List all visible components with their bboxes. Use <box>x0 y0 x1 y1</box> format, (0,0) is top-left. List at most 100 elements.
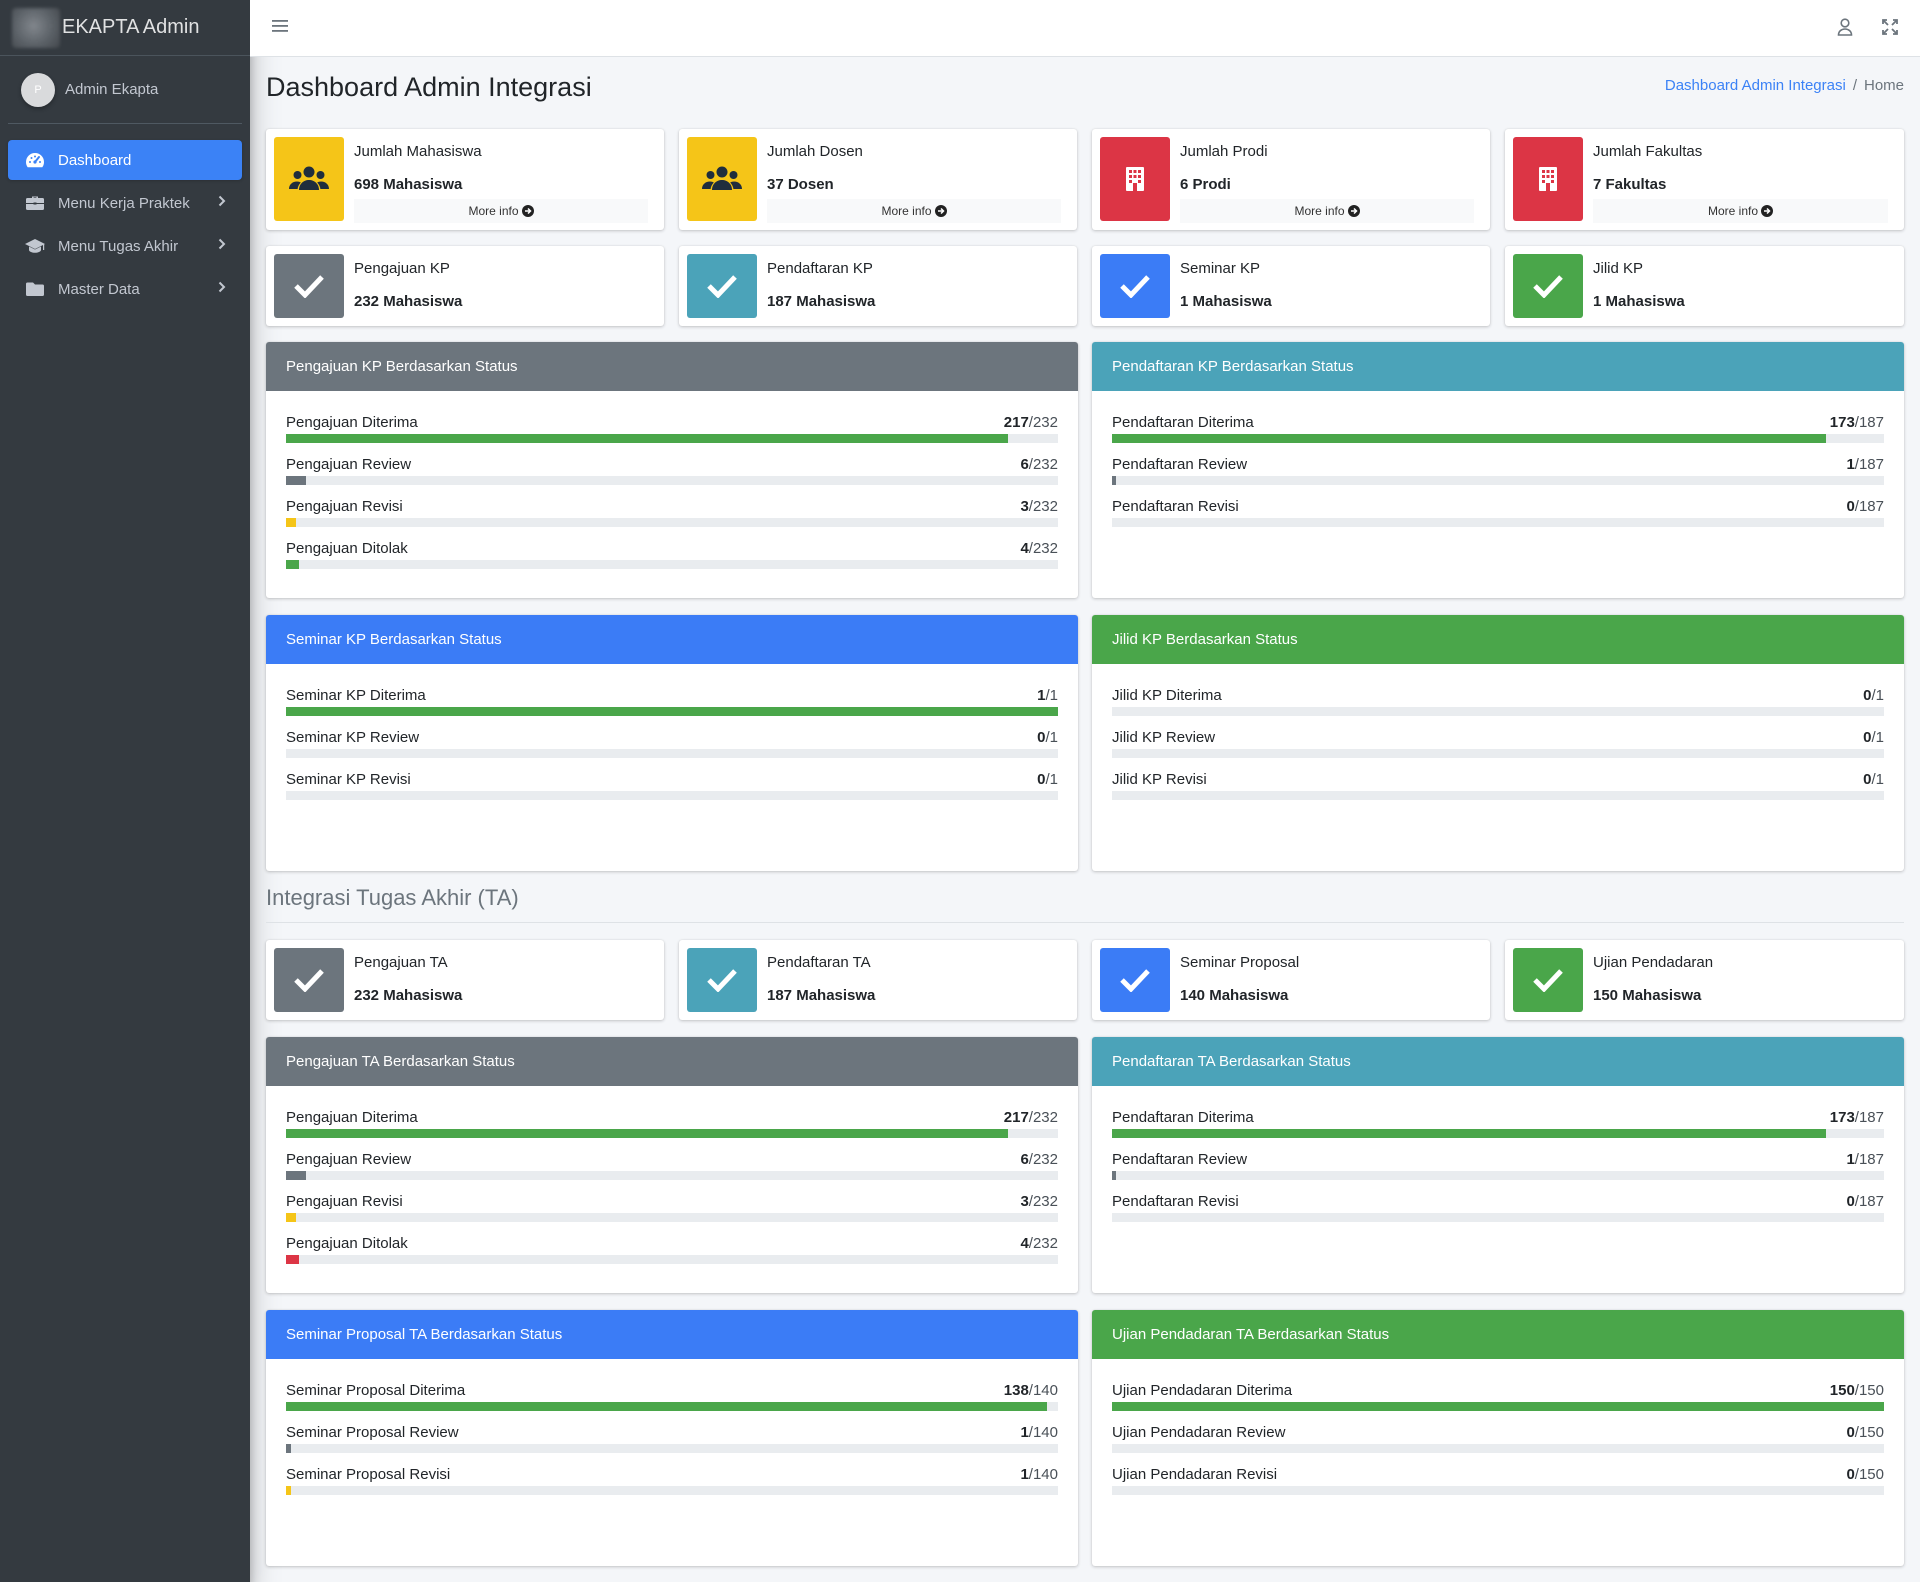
progress-label: Ujian Pendadaran Diterima <box>1112 1382 1293 1399</box>
progress-row: Pendaftaran Revisi 0/187 <box>1112 497 1884 539</box>
user-panel[interactable]: P Admin Ekapta <box>8 56 242 124</box>
more-info-link[interactable]: More info <box>767 199 1061 223</box>
card-title: Seminar Proposal TA Berdasarkan Status <box>286 1326 563 1343</box>
sidebar-item-tugas-akhir[interactable]: Menu Tugas Akhir <box>8 226 242 266</box>
sidebar-item-label: Menu Kerja Praktek <box>58 194 190 212</box>
progress-count: 217/232 <box>1004 1108 1058 1127</box>
progress-row-header: Pengajuan Revisi 3/232 <box>286 1192 1058 1211</box>
section-title: Integrasi Tugas Akhir (TA) <box>266 885 519 910</box>
progress-row: Pengajuan Revisi 3/232 <box>286 497 1058 539</box>
more-info-link[interactable]: More info <box>1593 199 1888 223</box>
progress-bar <box>286 560 1058 569</box>
progress-bar <box>286 749 1058 758</box>
progress-bar-fill <box>286 1444 292 1453</box>
progress-row-header: Jilid KP Review 0/1 <box>1112 728 1884 747</box>
progress-row: Pengajuan Revisi 3/232 <box>286 1192 1058 1234</box>
more-info-label: More info <box>1294 204 1345 218</box>
progress-count: 173/187 <box>1830 1108 1884 1127</box>
progress-count-value: 173 <box>1829 414 1855 431</box>
fullscreen-icon[interactable] <box>1882 19 1898 40</box>
progress-row: Pendaftaran Review 1/187 <box>1112 455 1884 497</box>
progress-row: Seminar Proposal Diterima 138/140 <box>286 1381 1058 1423</box>
progress-row-header: Ujian Pendadaran Revisi 0/150 <box>1112 1465 1884 1484</box>
stat-value: 7 Fakultas <box>1593 176 1667 193</box>
card-header: Seminar Proposal TA Berdasarkan Status <box>266 1310 1078 1359</box>
progress-bar <box>1112 1171 1884 1180</box>
progress-row: Pendaftaran Diterima 173/187 <box>1112 413 1884 455</box>
box-value: 140 Mahasiswa <box>1180 987 1289 1004</box>
brand-name: EKAPTA Admin <box>62 16 200 38</box>
progress-bar-fill <box>286 560 300 569</box>
progress-count: 0/187 <box>1846 1192 1884 1211</box>
progress-bar <box>286 518 1058 527</box>
brand-link[interactable]: EKAPTA Admin <box>0 0 250 56</box>
check-icon <box>1513 948 1583 1012</box>
progress-row-header: Seminar Proposal Diterima 138/140 <box>286 1381 1058 1400</box>
progress-count-value: 1 <box>1846 1151 1855 1168</box>
sidebar-item-label: Master Data <box>58 280 140 298</box>
progress-label: Pengajuan Diterima <box>286 414 418 431</box>
progress-label: Ujian Pendadaran Revisi <box>1112 1466 1278 1483</box>
status-card: Pengajuan KP Berdasarkan Status Pengajua… <box>266 342 1078 598</box>
progress-bar <box>1112 1213 1884 1222</box>
more-info-label: More info <box>1707 204 1759 218</box>
progress-count-total: /1 <box>1871 771 1884 788</box>
progress-bar <box>286 791 1058 800</box>
progress-row-header: Seminar KP Review 0/1 <box>286 728 1058 747</box>
progress-bar <box>286 1255 1058 1264</box>
building-icon <box>1100 137 1170 221</box>
progress-count-value: 217 <box>1003 1109 1029 1126</box>
progress-label: Pendaftaran Revisi <box>1112 498 1239 515</box>
box-value: 1 Mahasiswa <box>1593 293 1685 310</box>
progress-count: 6/232 <box>1020 455 1058 474</box>
kp-box-seminar: Seminar KP 1 Mahasiswa <box>1092 246 1490 326</box>
chevron-right-icon <box>218 194 226 211</box>
check-icon <box>274 948 344 1012</box>
progress-count: 1/187 <box>1846 1150 1884 1169</box>
progress-count-value: 0 <box>1846 1424 1855 1441</box>
card-title: Pengajuan TA Berdasarkan Status <box>286 1053 515 1070</box>
progress-count-total: /232 <box>1028 1235 1058 1252</box>
box-label: Seminar KP <box>1180 260 1261 277</box>
box-label: Pengajuan TA <box>354 954 448 971</box>
progress-bar <box>1112 434 1884 443</box>
stat-box-dosen: Jumlah Dosen 37 Dosen More info <box>679 129 1077 230</box>
progress-label: Pengajuan Ditolak <box>286 1235 408 1252</box>
stat-value: 37 Dosen <box>767 176 834 193</box>
progress-row: Pengajuan Diterima 217/232 <box>286 1108 1058 1150</box>
progress-bar-fill <box>286 518 297 527</box>
progress-bar <box>286 1213 1058 1222</box>
progress-bar-fill <box>1112 1129 1827 1138</box>
progress-row-header: Seminar KP Revisi 0/1 <box>286 770 1058 789</box>
user-icon[interactable] <box>1837 18 1853 41</box>
card-body: Pengajuan Diterima 217/232 Pengajuan Revie… <box>266 391 1078 581</box>
progress-row-header: Seminar KP Diterima 1/1 <box>286 686 1058 705</box>
status-card: Pendaftaran KP Berdasarkan Status Pendaf… <box>1092 342 1904 598</box>
progress-count-total: /1 <box>1871 687 1884 704</box>
progress-label: Jilid KP Revisi <box>1112 771 1207 788</box>
progress-row: Seminar KP Diterima 1/1 <box>286 686 1058 728</box>
box-value: 1 Mahasiswa <box>1180 293 1272 310</box>
stat-label: Jumlah Dosen <box>767 143 863 160</box>
check-icon <box>274 254 344 318</box>
sidebar-item-dashboard[interactable]: Dashboard <box>8 140 242 180</box>
progress-row: Jilid KP Review 0/1 <box>1112 728 1884 770</box>
card-title: Jilid KP Berdasarkan Status <box>1112 631 1298 648</box>
progress-bar <box>286 1129 1058 1138</box>
sidebar-item-master-data[interactable]: Master Data <box>8 269 242 309</box>
card-body: Ujian Pendadaran Diterima 150/150 Ujian Pe… <box>1092 1359 1904 1507</box>
breadcrumb-link[interactable]: Dashboard Admin Integrasi <box>1664 77 1846 94</box>
progress-label: Seminar KP Review <box>286 729 420 746</box>
breadcrumb: Dashboard Admin Integrasi / Home <box>1665 77 1904 94</box>
progress-count-value: 0 <box>1863 729 1872 746</box>
more-info-link[interactable]: More info <box>1180 199 1474 223</box>
progress-count-total: /140 <box>1028 1466 1058 1483</box>
progress-count: 1/187 <box>1846 455 1884 474</box>
progress-label: Pendaftaran Review <box>1112 456 1248 473</box>
sidebar-item-kerja-praktek[interactable]: Menu Kerja Praktek <box>8 183 242 223</box>
hamburger-menu-icon[interactable] <box>272 19 288 38</box>
sidebar-nav: Dashboard Menu Kerja Praktek Menu Tugas … <box>0 124 250 309</box>
more-info-link[interactable]: More info <box>354 199 648 223</box>
progress-count-total: /140 <box>1028 1424 1058 1441</box>
check-icon <box>687 948 757 1012</box>
